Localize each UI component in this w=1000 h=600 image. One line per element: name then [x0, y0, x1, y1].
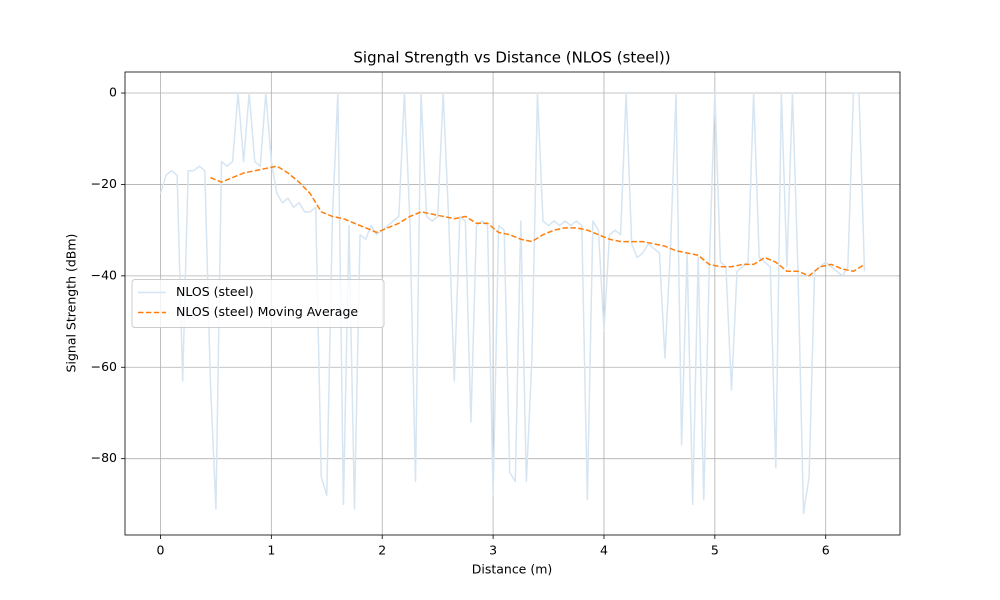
x-tick-label: 6 — [822, 543, 830, 558]
y-tick-label: −20 — [91, 176, 117, 191]
x-tick-label: 5 — [711, 543, 719, 558]
x-tick-label: 1 — [267, 543, 275, 558]
legend-label: NLOS (steel) — [176, 284, 254, 299]
plot-layer — [159, 92, 866, 515]
y-tick-label: −80 — [91, 450, 117, 465]
legend: NLOS (steel) NLOS (steel) Moving Average — [131, 279, 385, 328]
series-line — [159, 92, 866, 515]
series-line — [210, 165, 865, 277]
legend-label: NLOS (steel) Moving Average — [176, 304, 358, 319]
x-tick-label: 0 — [157, 543, 165, 558]
plot-frame — [124, 71, 901, 536]
y-tick-label: −40 — [91, 267, 117, 282]
grid-layer: 0 1 2 3 4 5 6 −80 −60 −40 −20 0 — [91, 72, 900, 558]
x-tick-label: 3 — [489, 543, 497, 558]
y-tick-label: 0 — [109, 85, 117, 100]
x-axis-label: Distance (m) — [472, 562, 553, 577]
legend-box — [131, 279, 385, 328]
chart-title: Signal Strength vs Distance (NLOS (steel… — [353, 49, 670, 67]
y-axis-label: Signal Strength (dBm) — [64, 234, 79, 373]
x-tick-label: 2 — [378, 543, 386, 558]
x-tick-label: 4 — [600, 543, 608, 558]
y-tick-label: −60 — [91, 359, 117, 374]
